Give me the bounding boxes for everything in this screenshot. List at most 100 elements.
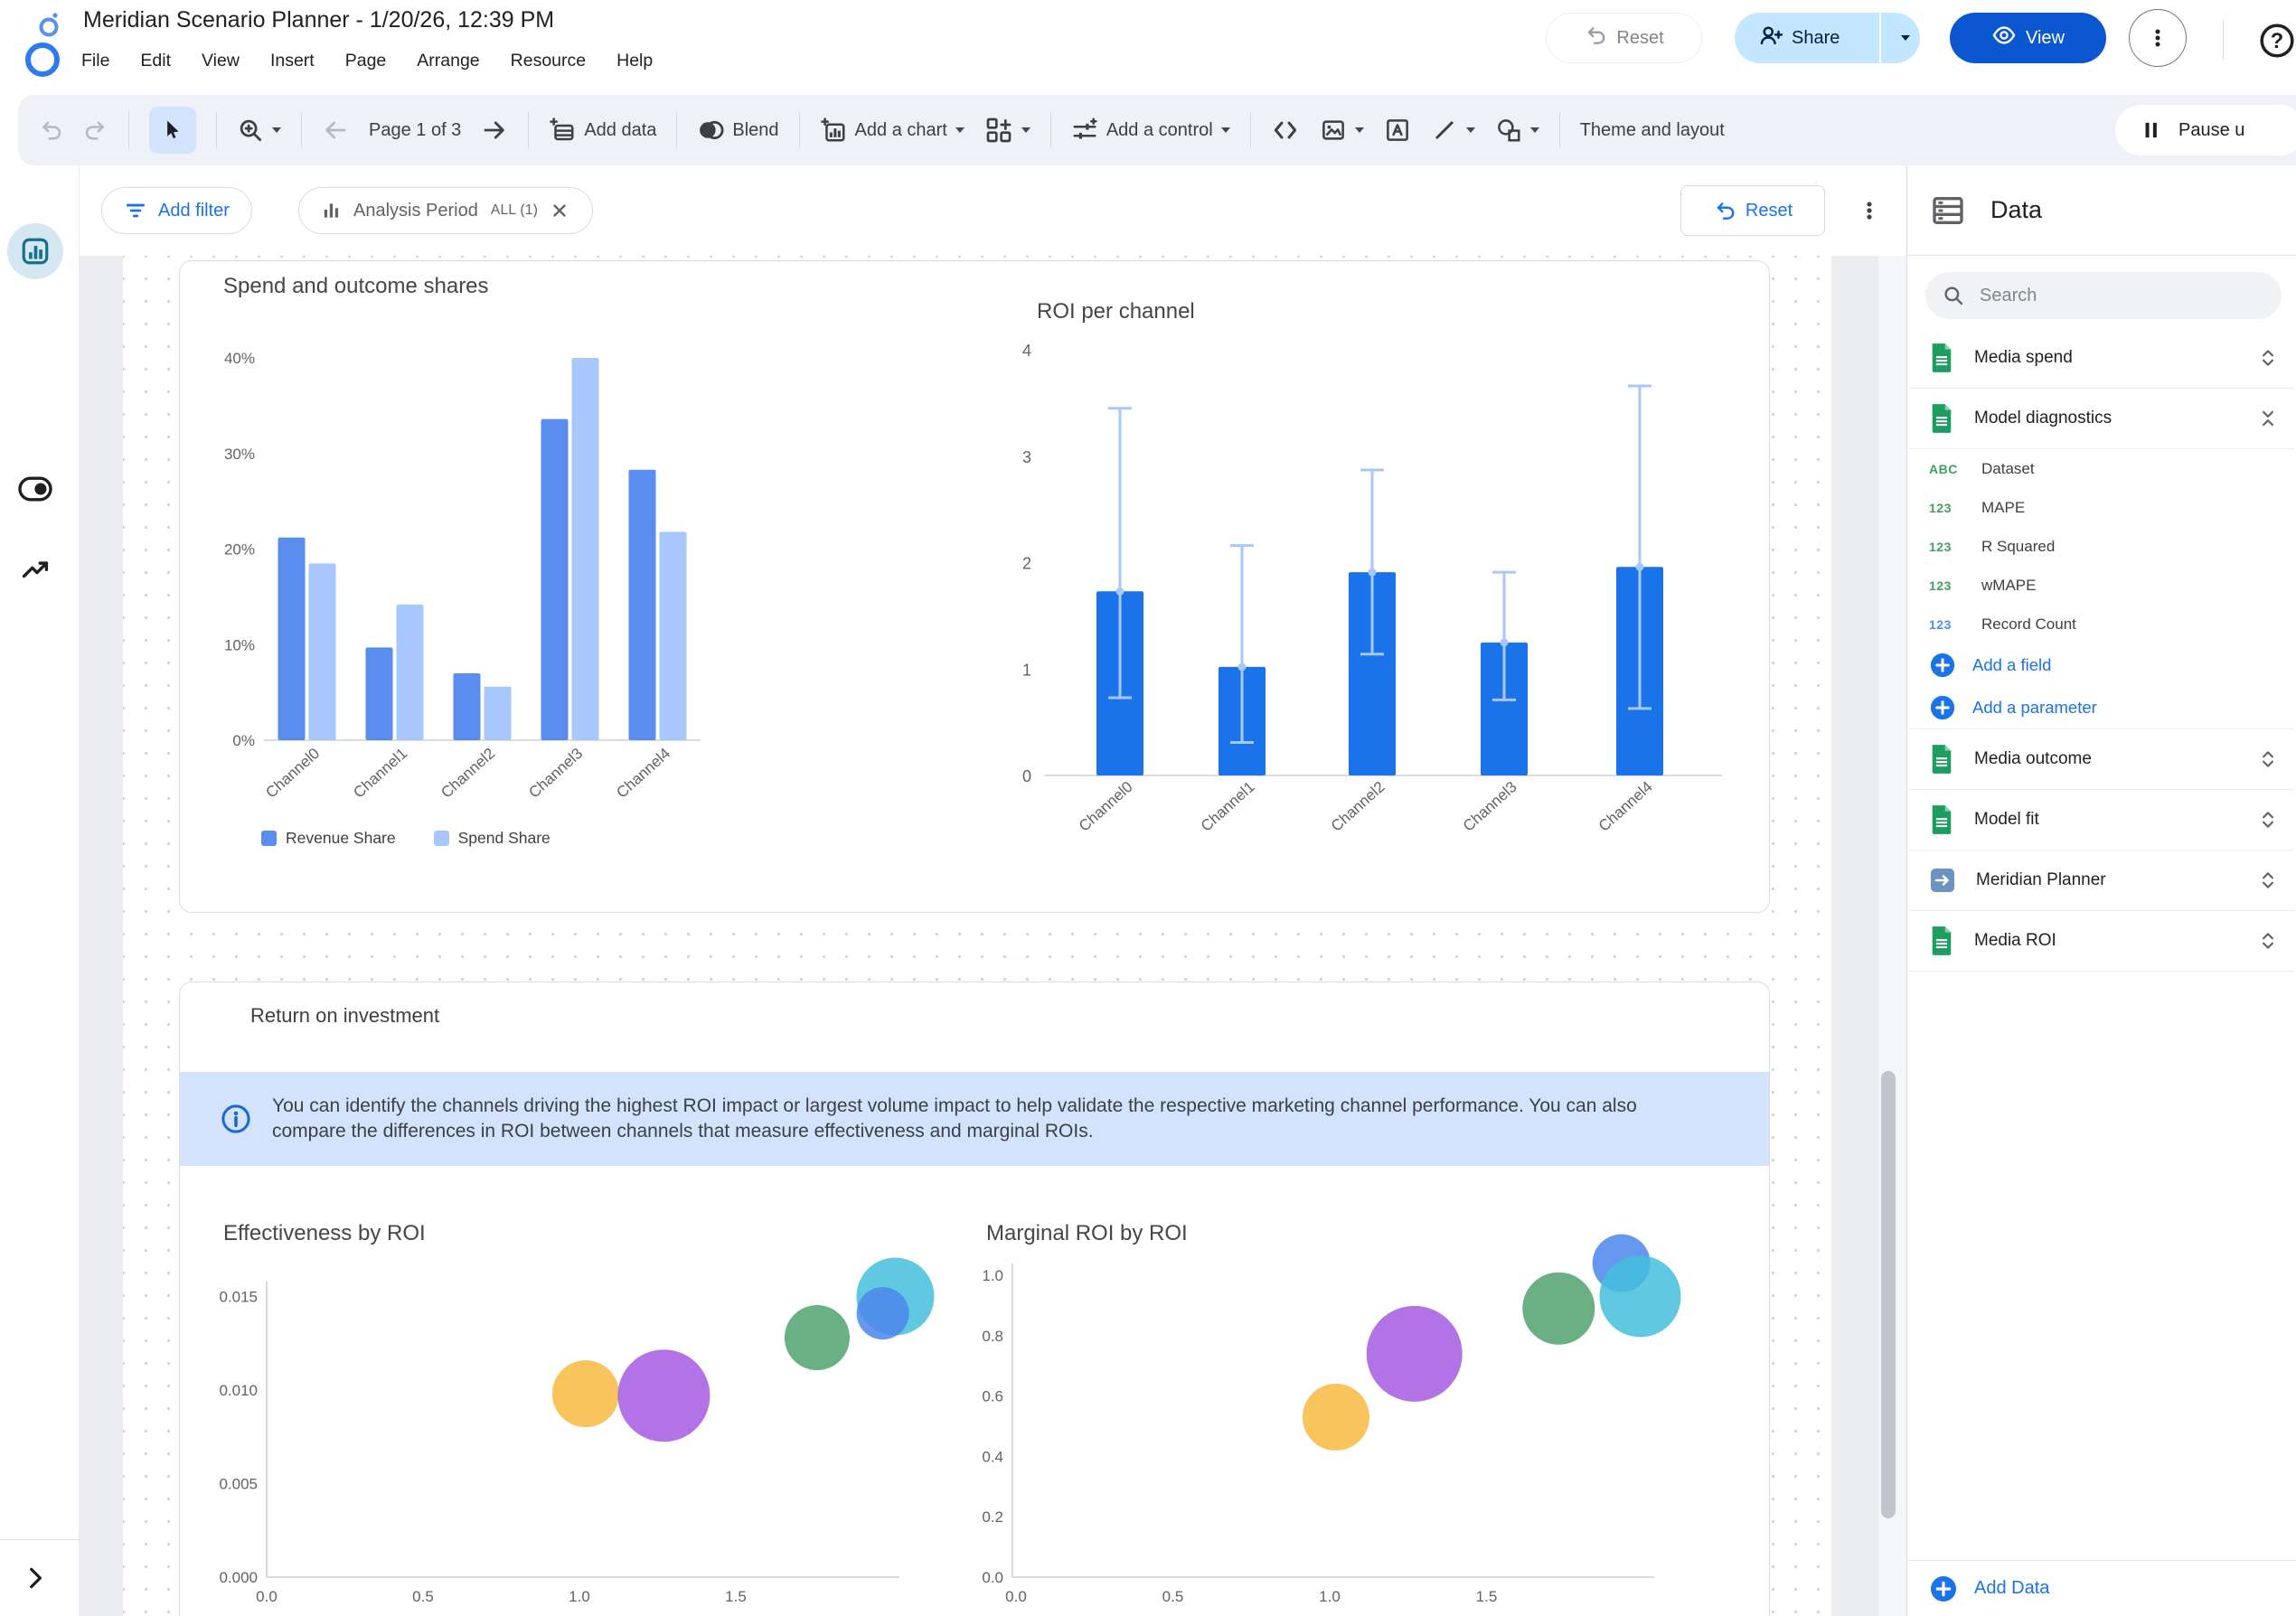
source-meridian-planner[interactable]: Meridian Planner [1907,850,2296,910]
field-mape[interactable]: 123 MAPE [1929,498,2026,516]
embed-code-button[interactable] [1271,116,1300,145]
filter-reset-button[interactable]: Reset [1680,185,1825,236]
add-data-bottom-button[interactable]: Add Data [1907,1560,2296,1616]
add-image-button[interactable] [1320,117,1364,144]
chevron-down-icon [955,127,965,133]
search-input[interactable] [1978,284,2249,307]
menu-resource[interactable]: Resource [510,51,587,70]
previous-page-button[interactable] [322,117,349,144]
menu-file[interactable]: File [81,51,110,70]
info-icon [220,1103,252,1135]
theme-layout-button[interactable]: Theme and layout [1579,119,1725,140]
share-dropdown[interactable] [1890,13,1920,63]
unfold-more-icon[interactable] [2256,346,2280,370]
add-shape-button[interactable] [1495,117,1539,144]
info-banner[interactable]: You can identify the channels driving th… [180,1072,1769,1166]
source-media-outcome[interactable]: Media outcome [1907,729,2296,789]
filter-chip-label: Analysis Period [353,200,478,221]
chevron-down-icon [1021,127,1030,133]
menu-edit[interactable]: Edit [140,51,172,70]
svg-text:30%: 30% [224,446,255,463]
bubble-charts-svg[interactable]: 0.000 0.005 0.010 0.015 0.0 0.5 1.0 1.5 0.0 0.2 0.… [179,982,1770,1616]
share-label: Share [1792,27,1840,48]
expand-rail-button[interactable] [14,1557,56,1599]
source-media-roi[interactable]: Media ROI [1907,911,2296,971]
add-parameter-button[interactable]: Add a parameter [1907,686,2296,728]
unfold-more-icon[interactable] [2256,869,2280,892]
canvas-scrollbar-thumb[interactable] [1881,1071,1896,1518]
looker-studio-logo-icon[interactable] [18,7,71,91]
svg-text:0.5: 0.5 [412,1588,434,1605]
filter-chip-analysis-period[interactable]: Analysis Period ALL (1) [298,187,594,234]
unfold-more-icon[interactable] [2256,747,2280,771]
filter-bar-more-button[interactable] [1849,191,1889,230]
image-icon [1322,120,1344,140]
info-banner-text: You can identify the channels driving th… [272,1095,1637,1142]
add-data-button[interactable]: Add data [549,117,656,144]
svg-text:Channel3: Channel3 [525,745,586,802]
legend-item: Revenue Share [261,829,396,848]
field-dataset[interactable]: ABC Dataset [1929,459,2035,477]
kebab-icon [2155,29,2160,47]
sheets-icon [1932,745,1952,774]
redo-button[interactable] [83,117,108,143]
add-line-button[interactable] [1431,117,1475,144]
menu-page[interactable]: Page [344,51,387,70]
unfold-less-icon[interactable] [2256,407,2280,430]
report-title[interactable]: Meridian Scenario Planner - 1/20/26, 12:… [83,7,555,33]
toolbar-divider [798,112,800,148]
toolbar-divider [216,112,217,148]
toolbar-divider [1558,112,1560,148]
source-model-diagnostics[interactable]: Model diagnostics [1907,389,2296,448]
menu-arrange[interactable]: Arrange [417,51,480,70]
chevron-down-icon [1465,127,1475,133]
menu-insert[interactable]: Insert [269,51,315,70]
next-page-button[interactable] [481,117,508,144]
reset-button[interactable]: Reset [1546,13,1702,63]
reset-label: Reset [1616,27,1664,48]
blend-button[interactable]: Blend [697,117,779,144]
undo-button[interactable] [38,117,63,143]
marginal-chart-title: Marginal ROI by ROI [986,1221,1188,1245]
bar-chart-icon [22,238,49,265]
svg-text:3: 3 [1022,448,1031,466]
close-icon[interactable] [549,200,570,221]
bar-charts-svg[interactable]: 0% 10% 20% 30% 40% Channel0 Channel1 Channel2 Ch… [179,260,1770,913]
add-filter-button[interactable]: Add filter [101,187,252,234]
zoom-tool-button[interactable] [237,117,281,144]
unfold-more-icon[interactable] [2256,929,2280,953]
legend-label: Spend Share [457,829,550,847]
insights-tab[interactable] [10,543,61,594]
field-record-count[interactable]: 123 Record Count [1929,615,2076,633]
report-tab-active[interactable] [7,223,63,279]
add-field-button[interactable]: Add a field [1907,644,2296,686]
menu-help[interactable]: Help [616,51,654,70]
share-main-segment[interactable]: Share [1735,13,1870,63]
field-wmape[interactable]: 123 wMAPE [1929,576,2037,594]
page-indicator[interactable]: Page 1 of 3 [369,119,462,140]
controls-tab[interactable] [10,464,61,514]
undo-icon [42,121,61,140]
roi-section-card[interactable]: Return on investment You can identify th… [179,982,1770,1616]
view-button[interactable]: View [1950,13,2106,63]
help-button[interactable]: ? [2258,22,2296,64]
menu-view[interactable]: View [202,51,240,70]
source-model-fit[interactable]: Model fit [1907,790,2296,850]
add-chart-button[interactable]: Add a chart [820,117,965,144]
add-control-button[interactable]: Add a control [1071,117,1230,144]
field-r-squared[interactable]: 123 R Squared [1929,537,2056,555]
share-button[interactable]: Share [1735,13,1920,63]
filter-chip-value: ALL (1) [490,202,539,218]
more-options-button[interactable] [2129,9,2187,67]
field-search[interactable] [1925,272,2282,319]
select-tool-button[interactable] [149,107,196,154]
source-media-spend[interactable]: Media spend [1907,328,2296,388]
pause-updates-button[interactable]: Pause u [2115,105,2296,155]
svg-text:Channel1: Channel1 [350,745,410,802]
add-text-button[interactable] [1384,117,1411,144]
rail-divider [0,1539,80,1540]
metric-type-icon: 123 [1929,539,1952,554]
unfold-more-icon[interactable] [2256,808,2280,831]
legend-swatch-spend [433,831,449,846]
add-element-button[interactable] [984,116,1030,145]
